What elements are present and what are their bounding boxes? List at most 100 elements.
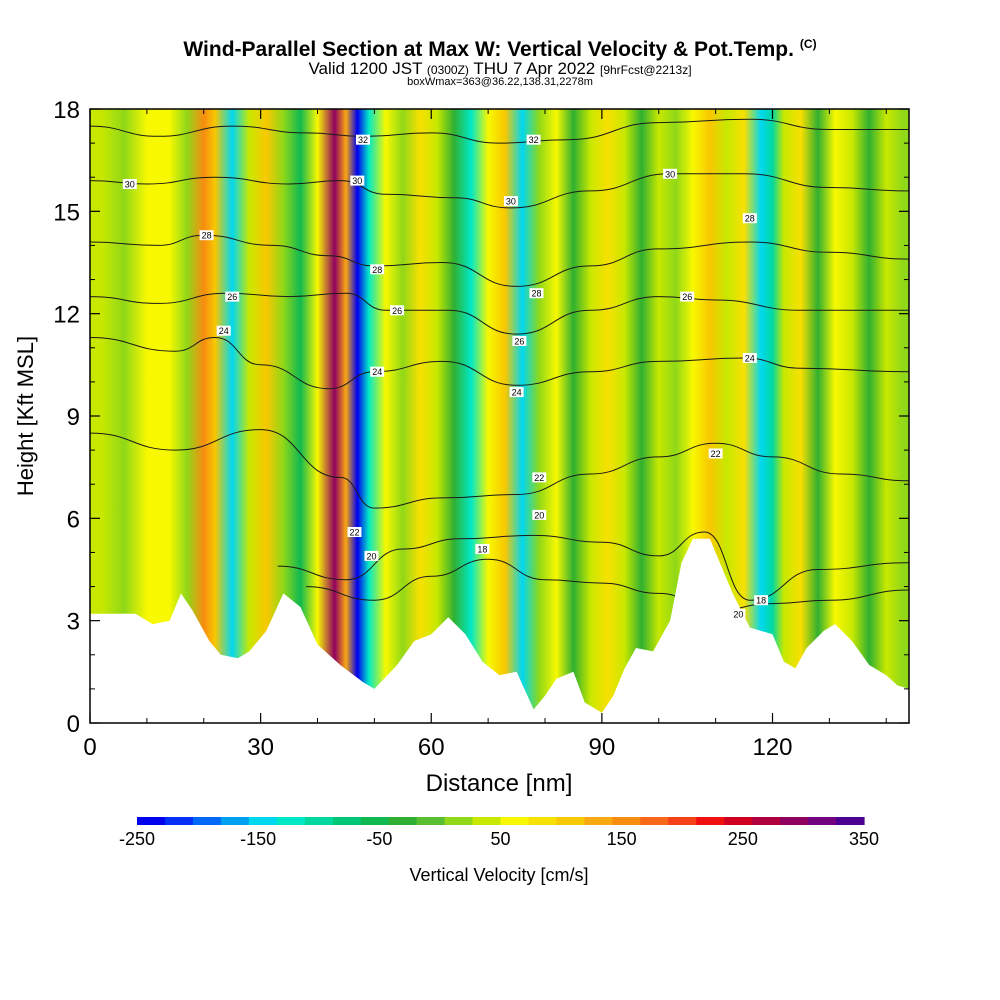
contour-label: 28: [202, 231, 212, 241]
colorbar-tick-label: 250: [728, 829, 758, 849]
y-tick-label: 9: [67, 404, 80, 431]
contour-label: 20: [534, 510, 544, 520]
contour-label-bg: [742, 213, 757, 224]
contour-label: 22: [711, 449, 721, 459]
contour-label-bg: [708, 448, 723, 459]
colorbar-swatch: [444, 817, 474, 825]
contour-label: 30: [665, 169, 675, 179]
contour-label-bg: [370, 366, 385, 377]
x-tick-label: 90: [589, 734, 616, 761]
colorbar-swatch: [304, 817, 334, 825]
contour-label-bg: [364, 550, 379, 561]
box-info: boxWmax=363@36.22,138.31,2278m: [407, 76, 593, 88]
x-tick-label: 30: [247, 734, 274, 761]
colorbar-tick-label: -50: [366, 829, 392, 849]
contour-label: 18: [477, 545, 487, 555]
contour-label: 24: [219, 326, 229, 336]
colorbar-tick-label: 150: [607, 829, 637, 849]
colorbar-swatch: [808, 817, 837, 825]
contour-label: 24: [372, 367, 382, 377]
contour-labels: 30 28 26 24 32 30 28 26 24 22 20 32 30 28 26 24 22 20 18 30…: [122, 134, 769, 619]
contour-label-bg: [663, 168, 678, 179]
contour-label-bg: [199, 230, 214, 241]
colorbar-swatch: [248, 817, 278, 825]
y-tick-label: 0: [67, 711, 80, 738]
vertical-velocity-field: [90, 109, 909, 723]
contour-label: 30: [125, 180, 135, 190]
colorbar: -250 -150 -50 50 150 250 350: [119, 817, 879, 849]
axes: 0 30 60 90 120 0 3 6 9 12 15 18: [53, 97, 909, 761]
contour-label: 28: [531, 289, 541, 299]
contour-label: 24: [512, 388, 522, 398]
colorbar-swatch: [528, 817, 558, 825]
x-tick-label: 60: [418, 734, 445, 761]
colorbar-swatch: [192, 817, 222, 825]
contour-label-bg: [731, 608, 746, 619]
colorbar-tick-label: -250: [119, 829, 155, 849]
colorbar-swatch: [780, 817, 809, 825]
x-tick-label: 120: [752, 734, 792, 761]
colorbar-swatch: [220, 817, 250, 825]
colorbar-tick-label: 350: [849, 829, 879, 849]
y-tick-label: 3: [67, 609, 80, 636]
contour-label-bg: [503, 196, 518, 207]
colorbar-swatch: [276, 817, 306, 825]
x-axis-label: Distance [nm]: [426, 770, 573, 797]
terrain-mask: [90, 538, 909, 724]
valid-utc: (0300Z): [426, 63, 469, 77]
contour-label-bg: [122, 179, 137, 189]
colorbar-swatch: [416, 817, 446, 825]
x-tick-label: 0: [83, 734, 96, 761]
contour-label-bg: [512, 336, 527, 346]
chart-title: Wind-Parallel Section at Max W: Vertical…: [0, 37, 1000, 62]
contour-label: 28: [745, 214, 755, 224]
y-tick-label: 15: [53, 199, 80, 226]
contour-label: 30: [506, 197, 516, 207]
theta-contour-18: [306, 558, 909, 611]
contour-label: 26: [682, 292, 692, 302]
valid-time-line: Valid 1200 JST (0300Z) THU 7 Apr 2022 [9…: [0, 59, 1000, 79]
theta-contour-32: [90, 118, 909, 144]
valid-date: THU 7 Apr 2022: [473, 59, 596, 78]
theta-contour-22: [90, 429, 909, 509]
contour-label-bg: [225, 291, 240, 302]
contour-label-bg: [680, 291, 695, 302]
colorbar-swatch: [612, 817, 641, 825]
colorbar-swatch: [724, 817, 753, 825]
contour-label: 30: [352, 176, 362, 186]
contour-label-bg: [509, 387, 524, 398]
contour-label: 18: [756, 596, 766, 606]
colorbar-tick-label: 50: [490, 829, 510, 849]
contour-label-bg: [350, 175, 365, 186]
contour-label: 32: [529, 135, 539, 145]
colorbar-swatch: [472, 817, 502, 825]
y-axis-label: Height [Kft MSL]: [13, 336, 38, 496]
contour-label-bg: [742, 353, 757, 363]
y-tick-label: 18: [53, 97, 80, 124]
contour-label: 24: [745, 354, 755, 364]
colorbar-label: Vertical Velocity [cm/s]: [409, 865, 588, 885]
colorbar-swatch: [556, 817, 585, 825]
contour-label: 28: [372, 265, 382, 275]
title-main: Wind-Parallel Section at Max W: Vertical…: [183, 38, 794, 61]
contour-label: 32: [358, 135, 368, 145]
potential-temperature-contours: [90, 118, 909, 611]
y-tick-label: 12: [53, 302, 80, 329]
colorbar-swatch: [332, 817, 362, 825]
colorbar-swatch: [500, 817, 530, 825]
forecast-info: [9hrFcst@2213z]: [600, 63, 692, 77]
colorbar-swatch: [388, 817, 418, 825]
contour-label-bg: [526, 134, 541, 145]
contour-label: 22: [534, 473, 544, 483]
colorbar-tick-label: -150: [240, 829, 276, 849]
contour-label: 26: [392, 306, 402, 316]
contour-label-bg: [532, 472, 547, 483]
contour-label: 22: [349, 528, 359, 538]
colorbar-swatch: [836, 817, 865, 825]
colorbar-swatch: [360, 817, 390, 825]
colorbar-swatch: [164, 817, 194, 825]
theta-contour-20: [277, 531, 909, 601]
colorbar-swatch: [640, 817, 669, 825]
colorbar-swatch: [137, 817, 166, 825]
contour-label-bg: [370, 264, 385, 275]
